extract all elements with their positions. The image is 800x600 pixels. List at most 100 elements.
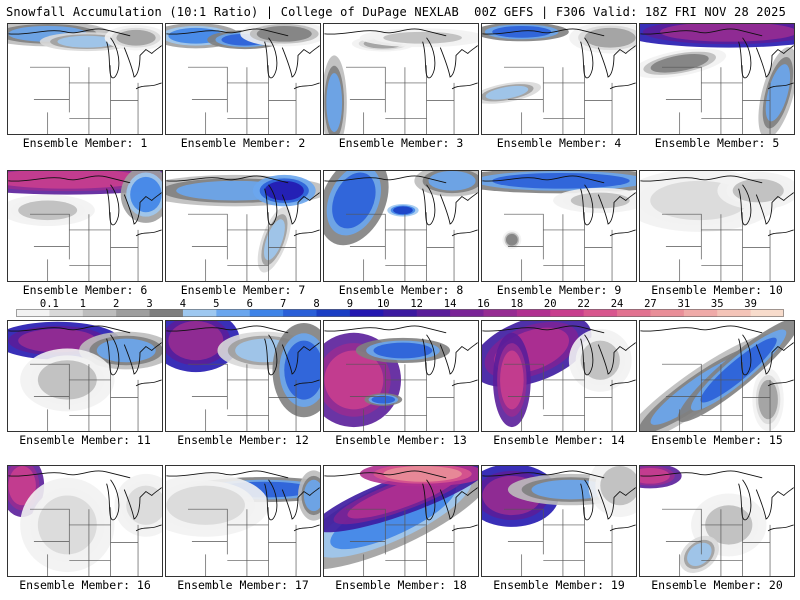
snowfall-band — [18, 328, 97, 353]
colorbar-tick-label: 9 — [347, 298, 353, 310]
ensemble-panel: Ensemble Member: 15 — [639, 320, 795, 450]
snowfall-map — [7, 320, 163, 432]
state-boundaries — [30, 65, 139, 134]
snowfall-band — [324, 350, 384, 410]
map-graphic — [324, 466, 478, 576]
map-graphic — [640, 466, 794, 576]
snowfall-band — [584, 27, 636, 48]
colorbar-tick-label: 31 — [678, 298, 691, 310]
panel-label: Ensemble Member: 1 — [22, 136, 148, 150]
state-boundaries — [346, 362, 455, 431]
colorbar-tick-label: 39 — [744, 298, 757, 310]
colorbar-swatch — [383, 309, 418, 317]
snowfall-band — [37, 360, 97, 400]
panel-label: Ensemble Member: 10 — [651, 283, 783, 297]
snowfall-band — [116, 29, 156, 46]
ensemble-panel: Ensemble Member: 11 — [7, 320, 163, 450]
ensemble-panel: Ensemble Member: 8 — [323, 170, 479, 300]
state-boundaries — [346, 212, 455, 281]
ensemble-panel: Ensemble Member: 10 — [639, 170, 795, 300]
state-boundaries — [346, 65, 455, 134]
colorbar-tick-label: 12 — [410, 298, 423, 310]
map-graphic — [640, 321, 794, 431]
ensemble-panel: Ensemble Member: 20 — [639, 465, 795, 595]
snowfall-band — [166, 485, 245, 525]
snowfall-band — [130, 176, 162, 213]
snowfall-map — [7, 170, 163, 282]
map-graphic — [482, 171, 636, 281]
state-boundaries — [346, 507, 455, 576]
colorbar-swatch — [49, 309, 84, 317]
ensemble-panel: Ensemble Member: 4 — [481, 23, 637, 153]
colorbar-swatch — [149, 309, 184, 317]
snowfall-map — [481, 170, 637, 282]
panel-label: Ensemble Member: 4 — [496, 136, 622, 150]
map-graphic — [640, 24, 794, 134]
state-boundaries — [504, 212, 613, 281]
snowfall-map — [323, 465, 479, 577]
colorbar-swatch — [182, 309, 217, 317]
great-lakes-coastline — [166, 470, 320, 532]
snowfall-band — [371, 395, 396, 404]
map-graphic — [324, 325, 478, 431]
snowfall-band — [18, 200, 78, 221]
state-boundaries — [188, 507, 297, 576]
state-boundaries — [662, 362, 771, 431]
ensemble-panel: Ensemble Member: 7 — [165, 170, 321, 300]
great-lakes-coastline — [324, 325, 478, 387]
colorbar-swatch — [116, 309, 151, 317]
colorbar-swatch — [349, 309, 384, 317]
snowfall-map — [7, 465, 163, 577]
colorbar-tick-label: 3 — [146, 298, 152, 310]
snowfall-map — [165, 465, 321, 577]
ensemble-panel: Ensemble Member: 1 — [7, 23, 163, 153]
state-boundaries — [30, 362, 139, 431]
snowfall-band — [326, 73, 343, 133]
colorbar-swatch — [16, 309, 50, 317]
state-boundaries — [662, 212, 771, 281]
snowfall-band — [264, 180, 304, 201]
colorbar-swatch — [650, 309, 685, 317]
panel-label: Ensemble Member: 14 — [493, 433, 625, 447]
panel-label: Ensemble Member: 20 — [651, 578, 783, 592]
colorbar-swatch — [450, 309, 484, 317]
snowfall-map — [323, 170, 479, 282]
panel-label: Ensemble Member: 5 — [654, 136, 780, 150]
snowfall-map — [165, 170, 321, 282]
chart-title: Snowfall Accumulation (10:1 Ratio) | Col… — [6, 5, 459, 19]
state-boundaries — [188, 212, 297, 281]
colorbar-swatch — [750, 309, 784, 317]
colorbar-swatch — [316, 309, 351, 317]
snowfall-band — [765, 64, 791, 122]
colorbar-tick-label: 7 — [280, 298, 286, 310]
map-graphic — [8, 321, 162, 431]
map-graphic — [8, 24, 162, 134]
colorbar-tick-label: 22 — [577, 298, 590, 310]
panel-label: Ensemble Member: 7 — [180, 283, 306, 297]
colorbar-swatch — [416, 309, 451, 317]
colorbar-swatch — [483, 309, 518, 317]
colorbar-tick-label: 4 — [180, 298, 186, 310]
map-graphic — [166, 174, 320, 281]
map-graphic — [166, 24, 320, 134]
snowfall-band — [393, 206, 413, 215]
snowfall-map — [323, 320, 479, 432]
snowfall-band — [373, 342, 433, 359]
snowfall-band — [492, 172, 630, 189]
great-lakes-coastline — [324, 470, 478, 532]
colorbar-tick-label: 6 — [247, 298, 253, 310]
map-graphic — [640, 171, 794, 281]
snowfall-map — [323, 23, 479, 135]
snowfall-map — [639, 170, 795, 282]
snowfall-band — [505, 233, 518, 246]
ensemble-panel: Ensemble Member: 3 — [323, 23, 479, 153]
snowfall-band — [126, 485, 162, 525]
snowfall-band — [700, 337, 777, 403]
colorbar-swatch — [617, 309, 651, 317]
colorbar-swatch — [82, 309, 117, 317]
snowfall-band — [428, 171, 476, 191]
panel-label: Ensemble Member: 9 — [496, 283, 622, 297]
ensemble-panel: Ensemble Member: 19 — [481, 465, 637, 595]
snowfall-band — [650, 54, 709, 73]
colorbar-tick-label: 2 — [113, 298, 119, 310]
